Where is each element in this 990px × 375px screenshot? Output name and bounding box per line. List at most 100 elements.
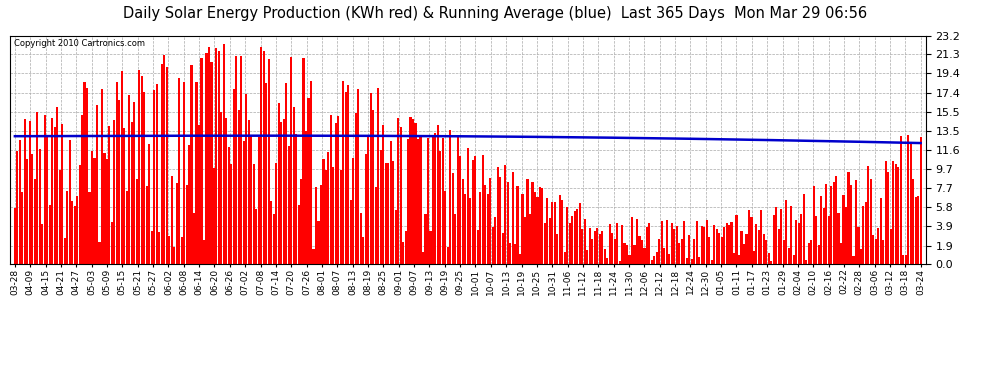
Bar	[141, 76, 143, 264]
Bar	[415, 123, 417, 264]
Bar	[788, 248, 790, 264]
Bar	[374, 187, 377, 264]
Bar	[280, 122, 282, 264]
Bar	[828, 216, 830, 264]
Bar	[148, 144, 150, 264]
Bar	[492, 228, 494, 264]
Bar	[476, 230, 479, 264]
Bar	[250, 135, 252, 264]
Bar	[673, 229, 675, 264]
Bar	[400, 127, 402, 264]
Bar	[644, 249, 645, 264]
Bar	[639, 236, 641, 264]
Bar	[27, 159, 29, 264]
Bar	[272, 213, 275, 264]
Bar	[568, 223, 571, 264]
Bar	[241, 56, 243, 264]
Bar	[136, 178, 138, 264]
Bar	[671, 223, 673, 264]
Bar	[338, 116, 340, 264]
Bar	[482, 155, 484, 264]
Bar	[168, 236, 170, 264]
Bar	[397, 118, 399, 264]
Bar	[867, 166, 869, 264]
Bar	[440, 151, 442, 264]
Bar	[609, 224, 611, 264]
Bar	[524, 217, 526, 264]
Bar	[387, 162, 389, 264]
Bar	[818, 245, 820, 264]
Bar	[180, 237, 183, 264]
Bar	[750, 217, 752, 264]
Bar	[78, 165, 80, 264]
Bar	[449, 130, 451, 264]
Bar	[382, 125, 384, 264]
Bar	[295, 134, 297, 264]
Bar	[257, 137, 259, 264]
Bar	[842, 195, 844, 264]
Bar	[226, 118, 228, 264]
Bar	[56, 106, 58, 264]
Bar	[681, 239, 683, 264]
Bar	[546, 198, 548, 264]
Bar	[407, 139, 409, 264]
Bar	[775, 207, 777, 264]
Bar	[517, 186, 519, 264]
Bar	[614, 239, 616, 264]
Bar	[741, 231, 742, 264]
Bar	[887, 172, 889, 264]
Bar	[688, 236, 690, 264]
Bar	[446, 247, 448, 264]
Bar	[653, 256, 655, 264]
Bar	[553, 202, 556, 264]
Bar	[691, 260, 693, 264]
Bar	[88, 192, 91, 264]
Bar	[629, 255, 631, 264]
Bar	[815, 216, 817, 264]
Bar	[912, 178, 915, 264]
Bar	[733, 253, 736, 264]
Bar	[548, 218, 551, 264]
Text: Copyright 2010 Cartronics.com: Copyright 2010 Cartronics.com	[15, 39, 146, 48]
Bar	[29, 122, 31, 264]
Bar	[721, 237, 723, 264]
Bar	[116, 82, 118, 264]
Bar	[747, 210, 750, 264]
Bar	[631, 217, 633, 264]
Bar	[763, 234, 765, 264]
Bar	[119, 99, 121, 264]
Bar	[236, 56, 238, 264]
Bar	[648, 223, 650, 264]
Bar	[270, 201, 272, 264]
Bar	[260, 48, 262, 264]
Bar	[290, 57, 292, 264]
Bar	[282, 119, 285, 264]
Bar	[228, 147, 230, 264]
Bar	[367, 136, 369, 264]
Bar	[581, 229, 583, 264]
Bar	[379, 150, 382, 264]
Bar	[693, 239, 695, 264]
Bar	[857, 227, 859, 264]
Bar	[606, 258, 608, 264]
Bar	[619, 261, 621, 264]
Bar	[262, 51, 264, 264]
Bar	[188, 145, 190, 264]
Bar	[855, 180, 857, 264]
Bar	[621, 225, 623, 264]
Bar	[539, 187, 541, 264]
Bar	[377, 88, 379, 264]
Bar	[131, 122, 133, 264]
Bar	[507, 182, 509, 264]
Bar	[252, 164, 254, 264]
Bar	[900, 136, 902, 264]
Bar	[708, 237, 710, 264]
Bar	[915, 197, 917, 264]
Bar	[160, 64, 162, 264]
Bar	[32, 154, 34, 264]
Bar	[885, 161, 887, 264]
Bar	[504, 165, 506, 264]
Bar	[410, 117, 412, 264]
Bar	[626, 246, 628, 264]
Bar	[193, 213, 195, 264]
